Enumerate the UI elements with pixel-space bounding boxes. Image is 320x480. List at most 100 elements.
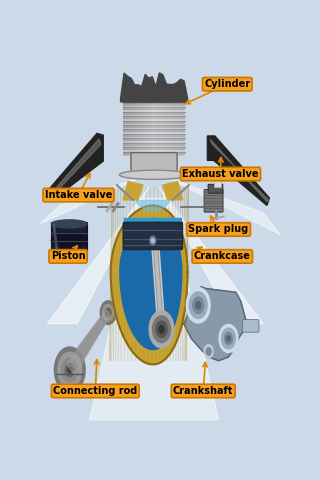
Polygon shape — [151, 102, 153, 156]
Polygon shape — [125, 102, 127, 156]
Polygon shape — [164, 102, 166, 156]
Circle shape — [186, 288, 210, 323]
FancyBboxPatch shape — [123, 107, 185, 110]
Polygon shape — [164, 176, 281, 235]
Circle shape — [204, 345, 213, 358]
Circle shape — [221, 328, 236, 349]
Polygon shape — [163, 181, 183, 200]
Circle shape — [150, 236, 156, 245]
Polygon shape — [127, 102, 130, 156]
Circle shape — [151, 239, 154, 243]
FancyBboxPatch shape — [52, 222, 87, 259]
Polygon shape — [174, 102, 177, 156]
Ellipse shape — [52, 233, 87, 248]
FancyBboxPatch shape — [123, 120, 185, 123]
FancyBboxPatch shape — [123, 116, 185, 119]
Circle shape — [227, 336, 230, 341]
Circle shape — [196, 301, 201, 309]
Text: Exhaust valve: Exhaust valve — [182, 169, 259, 179]
FancyBboxPatch shape — [243, 320, 259, 332]
Polygon shape — [40, 176, 144, 224]
Polygon shape — [136, 102, 138, 156]
Polygon shape — [147, 102, 149, 156]
Circle shape — [100, 301, 116, 324]
FancyBboxPatch shape — [123, 130, 185, 132]
Polygon shape — [170, 102, 172, 156]
FancyBboxPatch shape — [123, 103, 185, 106]
FancyBboxPatch shape — [208, 184, 223, 193]
Circle shape — [103, 304, 114, 321]
Circle shape — [58, 352, 82, 388]
Polygon shape — [168, 102, 170, 156]
FancyBboxPatch shape — [204, 190, 223, 212]
Polygon shape — [207, 136, 269, 205]
Circle shape — [206, 348, 211, 355]
Polygon shape — [46, 133, 103, 202]
Polygon shape — [177, 102, 179, 156]
FancyBboxPatch shape — [123, 222, 182, 250]
Text: Spark plug: Spark plug — [188, 225, 249, 234]
Polygon shape — [124, 218, 181, 246]
Circle shape — [62, 358, 78, 382]
Circle shape — [189, 292, 207, 319]
Polygon shape — [157, 102, 159, 156]
Polygon shape — [136, 201, 169, 211]
Polygon shape — [153, 102, 155, 156]
FancyBboxPatch shape — [131, 153, 177, 175]
Text: Crankshaft: Crankshaft — [173, 386, 233, 396]
FancyBboxPatch shape — [123, 143, 185, 146]
Text: Intake valve: Intake valve — [45, 190, 112, 200]
Polygon shape — [142, 102, 144, 156]
Polygon shape — [179, 102, 181, 156]
Polygon shape — [172, 102, 174, 156]
FancyBboxPatch shape — [123, 87, 185, 102]
FancyBboxPatch shape — [214, 171, 221, 188]
Ellipse shape — [52, 220, 87, 228]
Circle shape — [219, 324, 238, 352]
Polygon shape — [166, 102, 168, 156]
FancyBboxPatch shape — [123, 147, 185, 150]
Circle shape — [156, 321, 167, 337]
Circle shape — [159, 325, 164, 333]
Polygon shape — [138, 102, 140, 156]
Polygon shape — [67, 310, 110, 376]
Polygon shape — [183, 102, 185, 156]
Polygon shape — [162, 102, 164, 156]
Polygon shape — [159, 187, 263, 324]
FancyBboxPatch shape — [123, 134, 185, 137]
Polygon shape — [149, 102, 151, 156]
Circle shape — [225, 333, 232, 345]
FancyBboxPatch shape — [123, 138, 185, 142]
Text: Connecting rod: Connecting rod — [53, 386, 137, 396]
FancyBboxPatch shape — [123, 112, 185, 115]
Polygon shape — [134, 102, 136, 156]
Polygon shape — [123, 181, 143, 200]
Polygon shape — [90, 198, 219, 420]
Text: Piston: Piston — [51, 252, 85, 262]
FancyBboxPatch shape — [123, 152, 185, 155]
Polygon shape — [130, 102, 132, 156]
Circle shape — [65, 363, 74, 377]
Polygon shape — [49, 139, 101, 198]
Polygon shape — [144, 102, 147, 156]
Circle shape — [68, 367, 72, 373]
Polygon shape — [159, 102, 162, 156]
Text: Cylinder: Cylinder — [204, 79, 250, 89]
Polygon shape — [120, 218, 182, 349]
Circle shape — [153, 316, 171, 343]
Polygon shape — [111, 205, 188, 364]
Polygon shape — [184, 287, 246, 360]
Polygon shape — [132, 102, 134, 156]
Polygon shape — [140, 102, 142, 156]
Polygon shape — [181, 102, 183, 156]
Circle shape — [105, 308, 111, 317]
FancyBboxPatch shape — [123, 125, 185, 128]
Polygon shape — [121, 73, 188, 102]
Polygon shape — [123, 102, 125, 156]
Circle shape — [149, 311, 174, 348]
Circle shape — [54, 347, 85, 393]
Polygon shape — [66, 310, 110, 376]
Polygon shape — [47, 187, 149, 324]
Circle shape — [193, 297, 204, 313]
Polygon shape — [155, 102, 157, 156]
